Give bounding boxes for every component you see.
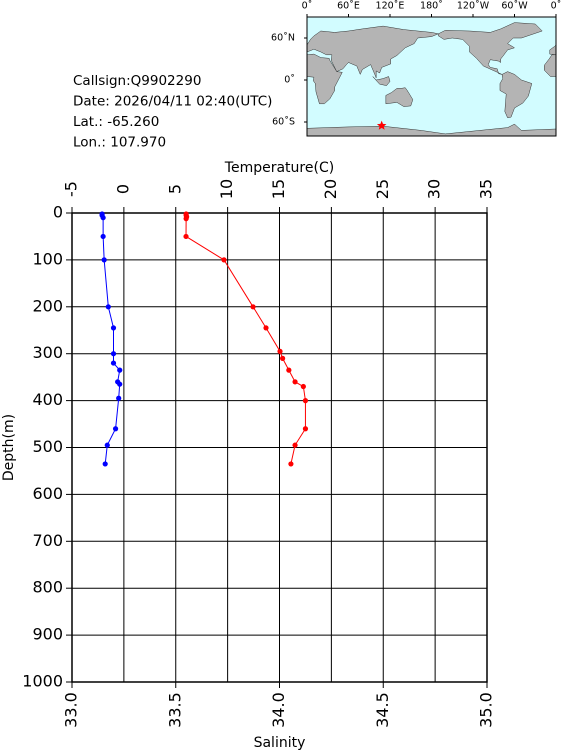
map-x-tick-label: 120˚W xyxy=(457,1,490,12)
map-y-tick-label: 60˚S xyxy=(272,117,295,128)
x2-tick-label: 34.5 xyxy=(373,692,392,728)
y-tick-label: 1000 xyxy=(22,672,63,691)
profile-point xyxy=(292,379,298,385)
y-tick-label: 900 xyxy=(32,625,63,644)
profile-point xyxy=(280,355,286,361)
y-axis-title: Depth(m) xyxy=(1,414,17,481)
station-marker xyxy=(376,120,387,130)
x-tick-label: -5 xyxy=(62,181,81,197)
y-tick-label: 300 xyxy=(32,343,63,362)
y-tick-label: 800 xyxy=(32,578,63,597)
map-x-tick-label: 0˚ xyxy=(302,1,313,12)
x-tick-label: 25 xyxy=(373,179,392,199)
profile-point xyxy=(302,398,309,404)
profile-point xyxy=(263,325,269,331)
profile-point xyxy=(117,367,123,373)
profile-point xyxy=(277,348,283,354)
profile-point xyxy=(221,257,227,263)
profile-point xyxy=(116,395,122,401)
profile-point xyxy=(110,325,117,331)
x-tick-label: 5 xyxy=(165,184,184,194)
y-tick-label: 700 xyxy=(32,531,63,550)
profile-point xyxy=(110,360,117,366)
map-y-tick-label: 0˚ xyxy=(284,75,295,86)
profile-point xyxy=(288,461,294,467)
profile-point xyxy=(300,383,306,390)
info-line: Callsign:Q9902290 xyxy=(73,73,201,89)
profile-point xyxy=(101,257,107,263)
profile-point xyxy=(102,461,108,467)
profile-line xyxy=(185,213,306,465)
map-y-tick-label: 60˚N xyxy=(271,33,295,44)
x-tick-label: 35 xyxy=(477,179,496,199)
profile-point xyxy=(105,304,111,310)
x2-tick-label: 33.0 xyxy=(62,692,81,728)
y-tick-label: 600 xyxy=(32,484,63,503)
profile-point xyxy=(104,442,110,448)
profile-point xyxy=(117,381,123,387)
y-tick-label: 0 xyxy=(53,203,63,222)
profile-point xyxy=(110,351,117,357)
x2-tick-label: 33.5 xyxy=(165,692,184,728)
y-tick-label: 100 xyxy=(32,249,63,268)
profile-line xyxy=(101,213,121,464)
map-x-tick-label: 120˚E xyxy=(376,1,405,12)
y-tick-label: 400 xyxy=(32,390,63,409)
x-tick-label: 10 xyxy=(217,179,236,199)
info-line: Lat.: -65.260 xyxy=(73,114,159,130)
profile-point xyxy=(292,442,298,448)
map-x-tick-label: 60˚E xyxy=(337,1,360,12)
profile-point xyxy=(100,233,106,240)
x2-tick-label: 34.0 xyxy=(269,692,288,728)
profile-point xyxy=(100,215,106,221)
x-tick-label: 15 xyxy=(269,179,288,199)
station-info: Callsign:Q9902290 Date: 2026/04/11 02:40(… xyxy=(73,73,272,151)
x2-tick-label: 35.0 xyxy=(477,692,496,728)
x-tick-label: 30 xyxy=(425,179,444,199)
x2-axis-title: Salinity xyxy=(254,735,306,751)
y-tick-label: 200 xyxy=(32,296,63,315)
profile-point xyxy=(250,304,256,310)
map-x-tick-label: 60˚W xyxy=(501,1,528,12)
profile-point xyxy=(183,233,189,240)
info-line: Lon.: 107.970 xyxy=(73,135,166,151)
x-tick-label: 20 xyxy=(321,179,340,199)
profile-point xyxy=(286,367,292,373)
info-line: Date: 2026/04/11 02:40(UTC) xyxy=(73,94,272,110)
y-tick-label: 500 xyxy=(32,437,63,456)
profile-point xyxy=(112,426,119,432)
x-axis-title: Temperature(C) xyxy=(224,160,334,176)
profile-point xyxy=(183,216,189,222)
profile-point xyxy=(302,426,309,432)
map-x-tick-label: 180˚ xyxy=(420,1,443,12)
x-tick-label: 0 xyxy=(113,184,132,194)
map-x-tick-label: 0˚ xyxy=(551,1,562,12)
map-land xyxy=(307,23,556,136)
